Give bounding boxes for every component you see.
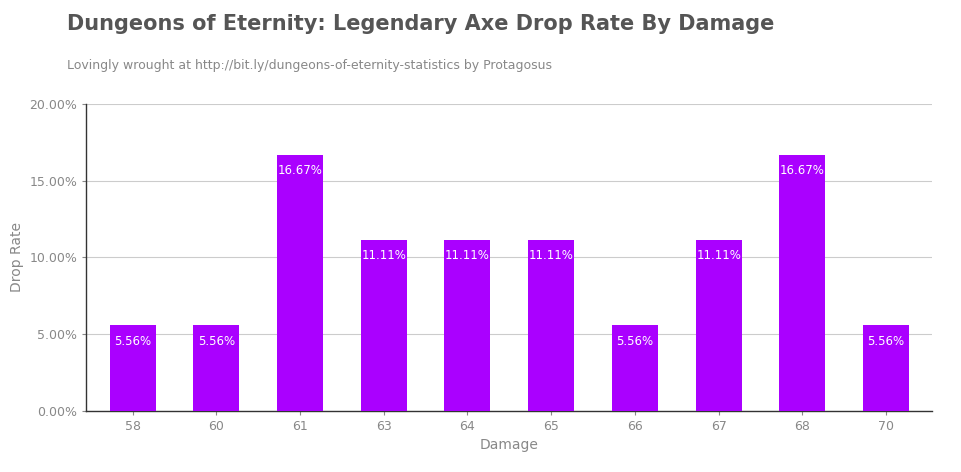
- Text: 16.67%: 16.67%: [278, 164, 323, 177]
- Text: 11.11%: 11.11%: [529, 249, 574, 262]
- Text: Dungeons of Eternity: Legendary Axe Drop Rate By Damage: Dungeons of Eternity: Legendary Axe Drop…: [67, 14, 775, 34]
- Text: 11.11%: 11.11%: [361, 249, 407, 262]
- Text: 5.56%: 5.56%: [868, 335, 904, 347]
- Bar: [277, 155, 323, 411]
- X-axis label: Damage: Damage: [480, 438, 539, 452]
- Bar: [863, 325, 909, 411]
- Bar: [696, 240, 742, 411]
- Text: 5.56%: 5.56%: [114, 335, 151, 347]
- Bar: [529, 240, 575, 411]
- Text: Lovingly wrought at http://bit.ly/dungeons-of-eternity-statistics by Protagosus: Lovingly wrought at http://bit.ly/dungeo…: [67, 59, 553, 72]
- Text: 5.56%: 5.56%: [616, 335, 653, 347]
- Bar: [444, 240, 490, 411]
- Bar: [779, 155, 825, 411]
- Y-axis label: Drop Rate: Drop Rate: [10, 222, 24, 292]
- Bar: [110, 325, 156, 411]
- Text: 11.11%: 11.11%: [445, 249, 490, 262]
- Text: 11.11%: 11.11%: [696, 249, 741, 262]
- Text: 5.56%: 5.56%: [198, 335, 234, 347]
- Bar: [612, 325, 658, 411]
- Text: 16.67%: 16.67%: [780, 164, 825, 177]
- Bar: [193, 325, 239, 411]
- Bar: [360, 240, 407, 411]
